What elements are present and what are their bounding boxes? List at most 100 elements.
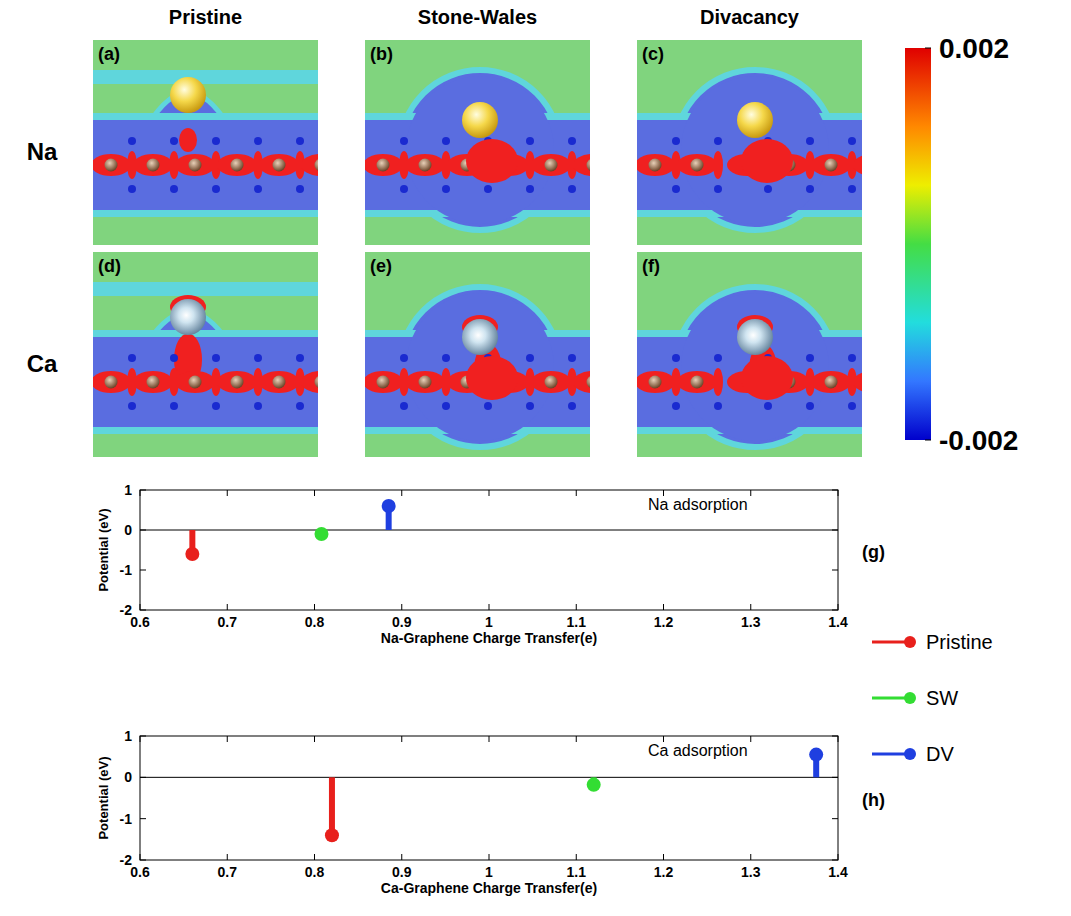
x-tick-label: 1.2 <box>654 614 674 630</box>
x-tick <box>401 490 402 496</box>
x-tick-label: 1.2 <box>654 864 674 880</box>
depletion-dot <box>400 354 408 362</box>
density-panel <box>93 40 318 245</box>
contour-band <box>93 282 318 296</box>
x-tick-label: 1.3 <box>741 614 761 630</box>
depletion-dot <box>296 185 304 193</box>
depletion-dot <box>526 185 534 193</box>
accumulation <box>93 154 131 176</box>
density-panel <box>93 252 318 457</box>
colorbar <box>905 48 931 440</box>
depletion-dot <box>170 185 178 193</box>
ca-atom <box>737 319 773 355</box>
accumulation <box>853 154 862 176</box>
carbon-atom <box>315 376 319 389</box>
depletion-dot <box>442 185 450 193</box>
accumulation <box>365 154 403 176</box>
y-axis-title: Potential (eV) <box>96 756 111 839</box>
accumulation <box>741 139 793 183</box>
depletion-dot <box>806 185 814 193</box>
plot-frame <box>140 490 838 610</box>
carbon-atom <box>189 159 202 172</box>
depletion-dot <box>254 402 262 410</box>
y-tick <box>832 736 838 737</box>
depletion-dot <box>568 185 576 193</box>
x-tick-label: 0.7 <box>218 864 238 880</box>
accumulation <box>677 371 717 393</box>
x-tick <box>314 854 315 860</box>
carbon-atom <box>231 376 244 389</box>
accumulation <box>405 371 445 393</box>
depletion-dot <box>128 354 136 362</box>
carbon-atom <box>825 376 838 389</box>
y-tick <box>832 570 838 571</box>
x-tick-label: 1.3 <box>741 864 761 880</box>
carbon-atom <box>825 159 838 172</box>
carbon-atom <box>147 376 160 389</box>
accumulation <box>741 356 793 400</box>
accumulation <box>637 154 675 176</box>
accumulation <box>713 368 723 396</box>
depletion-dot <box>568 137 576 145</box>
x-tick <box>227 604 228 610</box>
depletion-dot <box>764 185 772 193</box>
depletion-dot <box>568 402 576 410</box>
density-panel <box>365 252 590 457</box>
carbon-atom <box>587 376 591 389</box>
carbon-atom <box>273 159 286 172</box>
x-tick <box>314 736 315 742</box>
baseline <box>140 777 838 778</box>
depletion-dot <box>400 185 408 193</box>
x-tick <box>489 604 490 610</box>
accumulation <box>301 371 318 393</box>
na-atom <box>462 102 498 138</box>
depletion-region <box>681 76 829 224</box>
depletion-dot <box>806 402 814 410</box>
plot-frame <box>140 736 838 860</box>
x-tick <box>489 490 490 496</box>
x-tick <box>401 604 402 610</box>
stem-head <box>587 778 601 792</box>
depletion-dot <box>442 354 450 362</box>
depletion-dot <box>128 402 136 410</box>
carbon-atom <box>419 376 432 389</box>
x-tick-label: 1.1 <box>567 614 587 630</box>
carbon-atom <box>105 376 118 389</box>
carbon-atom <box>649 376 662 389</box>
na-atom <box>737 102 773 138</box>
depletion-dot <box>568 354 576 362</box>
panel-label: (b) <box>370 44 393 64</box>
contour-band <box>93 70 318 84</box>
carbon-atom <box>377 159 390 172</box>
depletion-dot <box>806 354 814 362</box>
x-tick <box>838 736 839 742</box>
depletion-dot <box>848 185 856 193</box>
legend: PristineSWDV <box>872 631 993 765</box>
density-panel <box>637 252 862 457</box>
y-tick-label: 1 <box>124 482 132 498</box>
accumulation <box>573 371 590 393</box>
y-tick <box>140 610 146 611</box>
y-tick <box>140 860 146 861</box>
depletion-dot <box>400 137 408 145</box>
x-tick <box>227 854 228 860</box>
annotation: Ca adsorption <box>648 742 748 759</box>
annotation: Na adsorption <box>648 496 748 513</box>
stem-head <box>382 499 396 513</box>
accumulation <box>175 154 215 176</box>
y-tick <box>832 610 838 611</box>
legend-label: DV <box>926 743 954 765</box>
x-tick-label: 0.6 <box>130 864 150 880</box>
y-tick <box>140 490 146 491</box>
depletion-dot <box>672 402 680 410</box>
carbon-atom <box>691 376 704 389</box>
baseline <box>140 530 838 531</box>
x-tick <box>663 604 664 610</box>
panel-label: (g) <box>862 542 885 562</box>
depletion-dot <box>714 185 722 193</box>
depletion-dot <box>848 137 856 145</box>
x-tick <box>314 490 315 496</box>
row-title: Ca <box>27 350 58 377</box>
depletion-dot <box>672 137 680 145</box>
x-tick <box>140 604 141 610</box>
